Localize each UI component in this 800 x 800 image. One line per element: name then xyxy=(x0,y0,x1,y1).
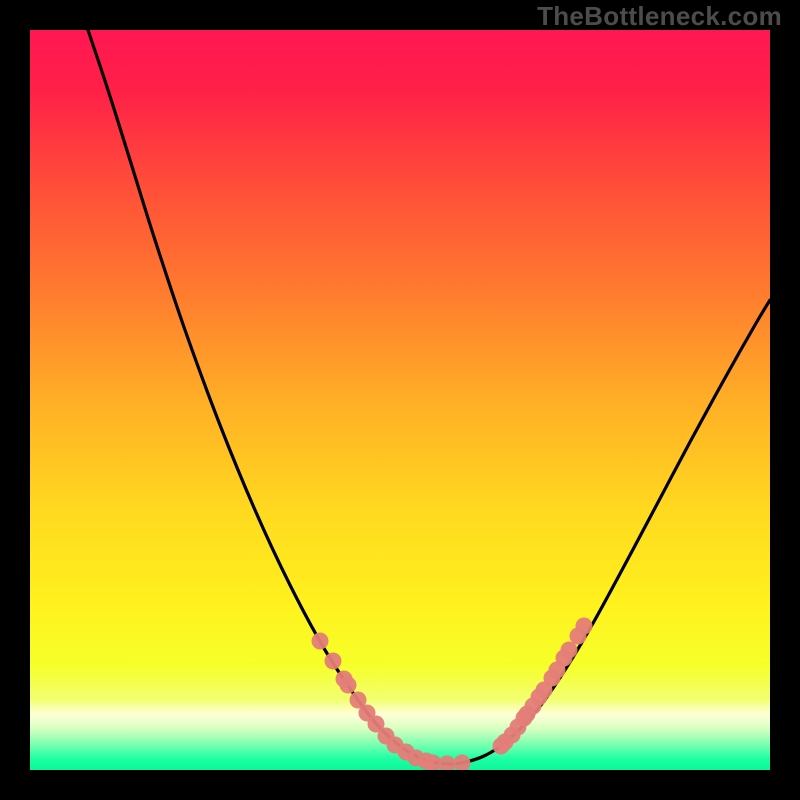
marker-dot xyxy=(312,633,329,650)
marker-dot xyxy=(561,642,578,659)
watermark-text: TheBottleneck.com xyxy=(537,1,782,32)
chart-svg xyxy=(30,30,770,770)
marker-dot xyxy=(325,653,342,670)
gradient-background xyxy=(30,30,770,770)
chart-plot-area xyxy=(30,30,770,770)
marker-dot xyxy=(576,618,593,635)
marker-dot xyxy=(340,677,357,694)
